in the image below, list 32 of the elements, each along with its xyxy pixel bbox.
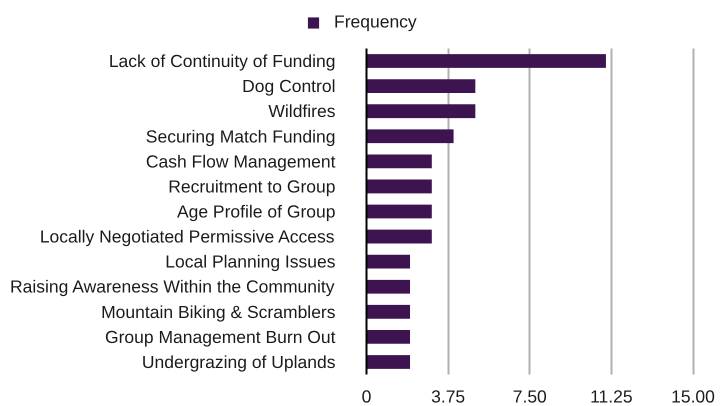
bar xyxy=(366,104,476,118)
y-tick-label: Recruitment to Group xyxy=(168,176,336,196)
y-tick-label: Age Profile of Group xyxy=(176,202,336,222)
y-tick-label: Securing Match Funding xyxy=(146,126,336,146)
bar xyxy=(366,330,410,344)
bar xyxy=(366,180,432,194)
bar xyxy=(366,230,432,244)
y-tick-label: Raising Awareness Within the Community xyxy=(10,276,335,297)
x-tick-label: 15.00 xyxy=(671,386,716,406)
bar xyxy=(366,154,432,168)
y-tick-label: Local Planning Issues xyxy=(165,252,336,272)
y-tick-label: Lack of Continuity of Funding xyxy=(108,51,336,72)
y-tick-label: Wildfires xyxy=(268,101,336,122)
legend-label: Frequency xyxy=(334,12,417,32)
y-tick-label: Locally Negotiated Permissive Access xyxy=(40,226,335,247)
y-tick-label: Undergrazing of Uplands xyxy=(142,352,336,372)
bar xyxy=(366,54,606,68)
bar xyxy=(366,280,410,294)
bar xyxy=(366,254,410,269)
y-tick-label: Cash Flow Management xyxy=(146,151,336,172)
bar xyxy=(366,355,410,369)
bar xyxy=(366,79,476,94)
x-tick-label: 7.50 xyxy=(512,386,548,406)
y-tick-label: Mountain Biking & Scramblers xyxy=(101,302,336,322)
bar xyxy=(366,204,432,218)
bar xyxy=(366,129,454,144)
y-tick-label: Group Management Burn Out xyxy=(104,326,336,347)
x-tick-label: 11.25 xyxy=(590,386,633,406)
x-tick-label: 0 xyxy=(362,386,372,406)
y-tick-label: Dog Control xyxy=(242,76,336,96)
bar xyxy=(366,304,410,319)
x-tick-label: 3.75 xyxy=(431,386,466,406)
